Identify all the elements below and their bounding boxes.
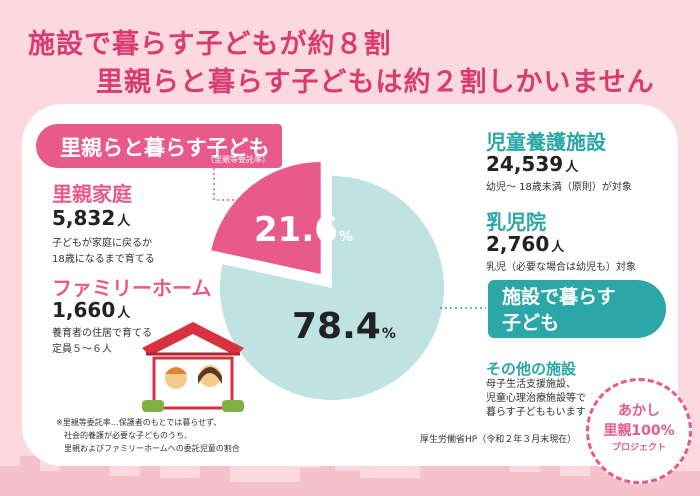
- akashi-project-roundel: あかし 里親100% プロジェクト: [586, 378, 692, 484]
- other-facilities-description: 母子生活支援施設、 児童心理治療施設等で 暮らす子どももいます: [486, 379, 586, 418]
- house-illustration: [142, 322, 244, 412]
- family-home-label: ファミリーホーム: [52, 276, 212, 300]
- other-facilities-label: その他の施設: [486, 360, 577, 378]
- headline-line-2: 里親らと暮らす子どもは約２割しかいません: [96, 67, 655, 98]
- pie-label-shisetsu: 78.4%: [292, 306, 396, 347]
- source-note: 厚生労働省HP（令和２年３月末現在）: [420, 435, 577, 445]
- city-skyline-decoration: [0, 438, 700, 496]
- footnote: ※里親等委託率…保護者のもとでは暮らせず、 社会的養護が必要な子どものうち、 里…: [56, 418, 240, 453]
- satooya-label: 里親家庭: [52, 182, 132, 206]
- satooya-badge-note: （里親等委託率）: [206, 155, 270, 164]
- nyujiin-label: 乳児院: [486, 210, 546, 234]
- jidou-description: 幼児～ 18歳未満（原則）が対象: [486, 182, 632, 193]
- satooya-description: 子どもが家庭に戻るか 18歳になるまで育てる: [52, 238, 155, 265]
- nyujiin-count: 2,760 人: [486, 232, 565, 256]
- pie-label-satooya: 21.6%: [254, 210, 353, 250]
- satooya-children-badge: 里親らと暮らす子ども: [36, 124, 282, 168]
- family-home-description: 養育者の住居で育てる 定員５～６人: [52, 328, 152, 355]
- satooya-count: 5,832 人: [52, 206, 131, 230]
- headline-line-1: 施設で暮らす子どもが約８割: [28, 29, 392, 60]
- jidou-label: 児童養護施設: [486, 130, 606, 154]
- family-home-count: 1,660 人: [52, 298, 131, 322]
- shisetsu-children-badge: 施設で暮らす 子ども: [488, 280, 666, 338]
- jidou-count: 24,539 人: [486, 152, 579, 176]
- nyujiin-description: 乳児（必要な場合は幼児も）対象: [486, 262, 636, 273]
